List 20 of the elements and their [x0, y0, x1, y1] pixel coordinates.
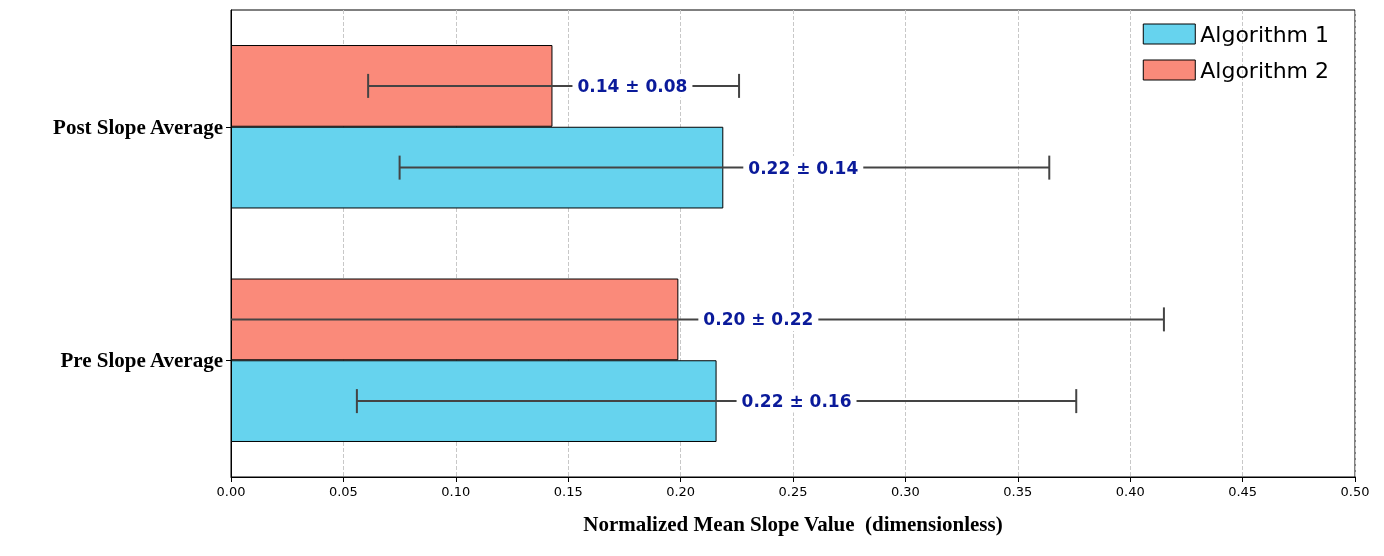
y-tick-label: Post Slope Average [53, 114, 223, 139]
x-tick-label: 0.25 [778, 484, 808, 499]
x-tick-label: 0.35 [1003, 484, 1033, 499]
x-axis-title: Normalized Mean Slope Value (dimensionless) [583, 511, 1003, 536]
data-label: 0.22 ± 0.16 [741, 391, 852, 412]
x-tick-label: 0.40 [1115, 484, 1145, 499]
y-tick-label: Pre Slope Average [60, 348, 223, 373]
x-tick-label: 0.00 [216, 484, 246, 499]
x-tick-label: 0.20 [666, 484, 696, 499]
legend-label: Algorithm 1 [1200, 21, 1329, 47]
legend-label: Algorithm 2 [1200, 57, 1329, 83]
x-tick-label: 0.45 [1228, 484, 1258, 499]
data-label: 0.20 ± 0.22 [703, 309, 814, 330]
data-label: 0.14 ± 0.08 [577, 75, 688, 96]
x-tick-label: 0.50 [1340, 484, 1370, 499]
x-tick-label: 0.15 [553, 484, 583, 499]
data-label: 0.22 ± 0.14 [748, 157, 859, 178]
x-tick-label: 0.10 [441, 484, 471, 499]
x-tick-label: 0.30 [890, 484, 920, 499]
x-tick-label: 0.05 [328, 484, 358, 499]
